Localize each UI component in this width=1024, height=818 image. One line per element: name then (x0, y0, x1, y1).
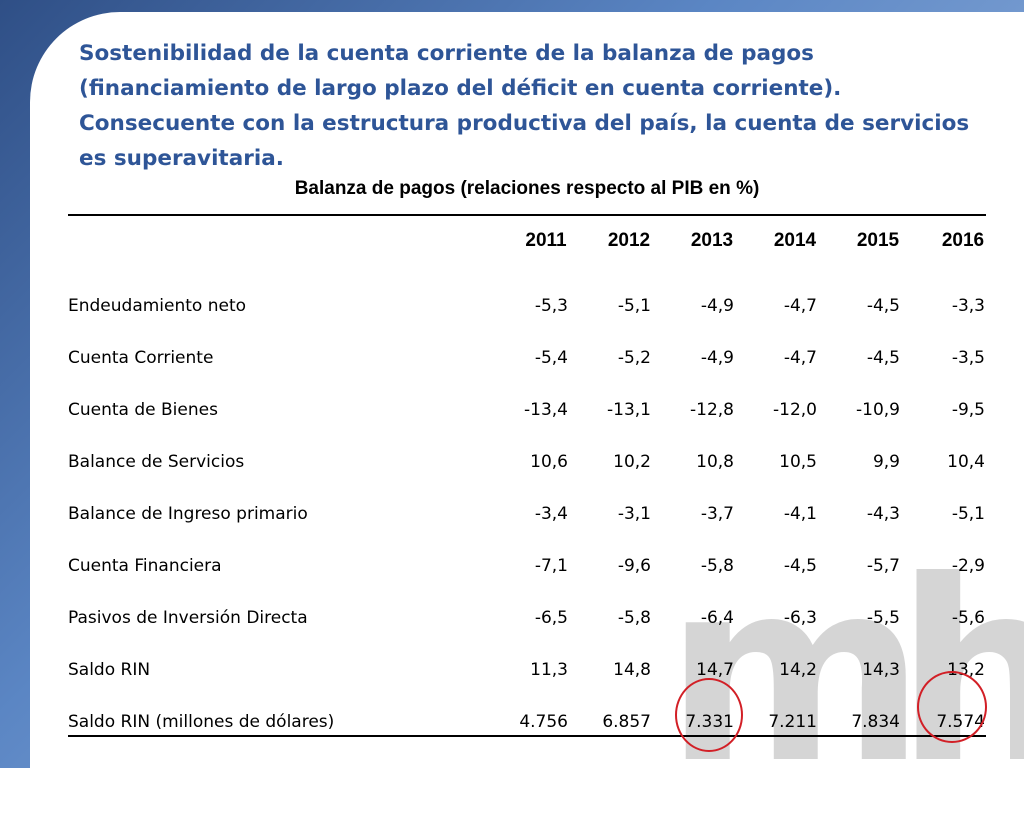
row-label: Saldo RIN (68, 660, 151, 680)
row-value: -3,3 (951, 296, 985, 316)
table-row: Balance de Ingreso primario -3,4 -3,1 -3,7 -… (0, 504, 1024, 528)
row-value: -7,1 (534, 556, 568, 576)
table-top-rule (68, 214, 986, 216)
table-row: Saldo RIN (millones de dólares) 4.756 6.85… (0, 712, 1024, 736)
row-value: -3,1 (617, 504, 651, 524)
row-value: -3,4 (534, 504, 568, 524)
row-value: -6,5 (534, 608, 568, 628)
year-header-1: 2012 (607, 230, 651, 251)
row-value: -5,1 (617, 296, 651, 316)
year-header-2: 2013 (690, 230, 734, 251)
row-value: -10,9 (856, 400, 900, 420)
row-value: 11,3 (530, 660, 568, 680)
row-value: -5,7 (866, 556, 900, 576)
row-value: -12,0 (773, 400, 817, 420)
row-value: -4,3 (866, 504, 900, 524)
row-label: Saldo RIN (millones de dólares) (68, 712, 335, 732)
row-label: Balance de Ingreso primario (68, 504, 308, 524)
row-label: Cuenta Corriente (68, 348, 214, 368)
row-label: Pasivos de Inversión Directa (68, 608, 308, 628)
row-value: 4.756 (519, 712, 568, 732)
table-row: Balance de Servicios 10,6 10,2 10,8 10,5 9,9 1… (0, 452, 1024, 476)
row-value: -5,5 (866, 608, 900, 628)
row-value: -5,3 (534, 296, 568, 316)
row-value: -6,4 (700, 608, 734, 628)
row-value: -4,7 (783, 296, 817, 316)
row-label: Cuenta Financiera (68, 556, 222, 576)
row-label: Balance de Servicios (68, 452, 245, 472)
row-value: 14,2 (779, 660, 817, 680)
highlight-circle-2016 (917, 671, 987, 743)
row-value: -9,5 (951, 400, 985, 420)
row-value: -4,5 (866, 348, 900, 368)
row-value: 10,8 (696, 452, 734, 472)
row-value: -5,1 (951, 504, 985, 524)
row-label: Cuenta de Bienes (68, 400, 218, 420)
row-value: -4,5 (783, 556, 817, 576)
row-value: 10,4 (947, 452, 985, 472)
row-value: 7.834 (851, 712, 900, 732)
table-bottom-rule (68, 735, 986, 737)
table-row: Saldo RIN 11,3 14,8 14,7 14,2 14,3 13,2 (0, 660, 1024, 684)
row-value: 14,7 (696, 660, 734, 680)
row-value: 10,5 (779, 452, 817, 472)
row-value: -5,8 (700, 556, 734, 576)
table-row: Endeudamiento neto -5,3 -5,1 -4,9 -4,7 -4,5 -3… (0, 296, 1024, 320)
year-header-4: 2015 (856, 230, 900, 251)
row-value: -4,1 (783, 504, 817, 524)
row-value: 10,6 (530, 452, 568, 472)
row-value: -4,5 (866, 296, 900, 316)
row-value: -12,8 (690, 400, 734, 420)
highlight-circle-2013 (675, 678, 743, 752)
row-value: -3,5 (951, 348, 985, 368)
row-value: -6,3 (783, 608, 817, 628)
table-row: Cuenta de Bienes -13,4 -13,1 -12,8 -12,0 -10,… (0, 400, 1024, 424)
row-value: -5,2 (617, 348, 651, 368)
row-value: 9,9 (872, 452, 900, 472)
row-value: -4,7 (783, 348, 817, 368)
year-header-3: 2014 (773, 230, 817, 251)
row-value: -4,9 (700, 348, 734, 368)
row-value: -9,6 (617, 556, 651, 576)
table-row: Cuenta Financiera -7,1 -9,6 -5,8 -4,5 -5,7 -2,… (0, 556, 1024, 580)
row-value: -5,4 (534, 348, 568, 368)
slide-canvas (30, 12, 1024, 812)
row-value: -5,8 (617, 608, 651, 628)
row-label: Endeudamiento neto (68, 296, 247, 316)
year-header-5: 2016 (941, 230, 985, 251)
row-value: -13,4 (524, 400, 568, 420)
row-value: -5,6 (951, 608, 985, 628)
row-value: -4,9 (700, 296, 734, 316)
slide-title: Sostenibilidad de la cuenta corriente de… (79, 41, 970, 171)
row-value: 7.211 (768, 712, 817, 732)
row-value: 6.857 (602, 712, 651, 732)
table-row: Pasivos de Inversión Directa -6,5 -5,8 -6,4… (0, 608, 1024, 632)
row-value: -13,1 (607, 400, 651, 420)
row-value: 14,8 (613, 660, 651, 680)
row-value: 14,3 (862, 660, 900, 680)
table-row: Cuenta Corriente -5,4 -5,2 -4,9 -4,7 -4,5 -3,5 (0, 348, 1024, 372)
row-value: 10,2 (613, 452, 651, 472)
year-header-0: 2011 (525, 230, 567, 251)
table-title: Balanza de pagos (relaciones respecto al… (294, 178, 760, 199)
row-value: -2,9 (951, 556, 985, 576)
row-value: -3,7 (700, 504, 734, 524)
